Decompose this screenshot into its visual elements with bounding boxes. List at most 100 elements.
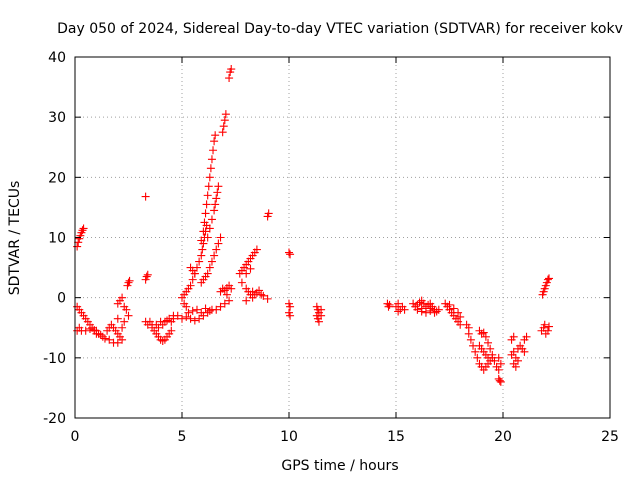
data-point (96, 330, 105, 339)
data-point (205, 306, 214, 315)
data-point (509, 332, 518, 341)
data-point (200, 218, 209, 227)
data-point (158, 336, 167, 345)
data-point (163, 316, 172, 325)
y-tick-label: -10 (43, 351, 66, 367)
data-point (212, 194, 221, 203)
data-point (543, 275, 552, 284)
data-point (120, 317, 129, 326)
data-point (85, 324, 94, 333)
data-point (413, 305, 422, 314)
data-point (218, 128, 227, 137)
data-point (471, 347, 480, 356)
data-point (73, 242, 82, 251)
data-point (486, 344, 495, 353)
data-point (141, 192, 150, 201)
data-point (227, 284, 236, 293)
data-point (543, 326, 552, 335)
chart-title: Day 050 of 2024, Sidereal Day-to-day VTE… (57, 21, 623, 37)
data-point (400, 305, 409, 314)
data-point (248, 293, 257, 302)
grid-lines (75, 57, 610, 418)
data-point (214, 182, 223, 191)
data-point (213, 188, 222, 197)
y-tick-label: 40 (48, 50, 66, 66)
x-tick-label: 20 (494, 429, 512, 445)
data-point (203, 269, 212, 278)
data-point (178, 314, 186, 323)
data-point (124, 311, 133, 320)
data-point (113, 338, 122, 347)
data-point (255, 286, 264, 295)
data-point (454, 308, 463, 317)
data-point (511, 362, 520, 371)
data-point (509, 347, 518, 356)
data-point (496, 359, 505, 368)
axis-ticks: 0 5 10 15 20 25 -20 -10 0 10 20 30 40 (43, 50, 619, 445)
data-point (494, 365, 503, 374)
data-point (192, 305, 201, 314)
data-point (494, 353, 503, 362)
data-point (220, 116, 229, 125)
data-point (317, 311, 326, 320)
data-point (212, 245, 221, 254)
data-point (143, 270, 152, 279)
data-point (192, 263, 201, 272)
data-point (197, 308, 206, 317)
data-point (286, 311, 295, 320)
data-point (242, 296, 251, 305)
data-point (205, 173, 214, 182)
data-point (207, 257, 216, 266)
data-point (173, 311, 182, 320)
data-point (545, 322, 554, 331)
data-point (190, 316, 199, 325)
data-point (540, 320, 549, 329)
data-point (473, 353, 482, 362)
data-point (430, 308, 439, 317)
data-point (263, 294, 272, 303)
data-point (481, 332, 490, 341)
data-point (264, 209, 273, 218)
data-point (520, 347, 529, 356)
data-point (79, 224, 88, 233)
data-point (242, 269, 251, 278)
data-point (125, 276, 134, 285)
data-point (209, 146, 218, 155)
x-tick-label: 25 (601, 429, 619, 445)
data-point (219, 122, 228, 131)
data-point (118, 293, 127, 302)
data-point (205, 224, 214, 233)
data-point (122, 305, 131, 314)
data-point (286, 250, 295, 259)
data-point (186, 281, 195, 290)
data-point (74, 238, 83, 247)
data-point (211, 200, 220, 209)
data-point (186, 314, 195, 323)
data-point (466, 335, 475, 344)
data-point (113, 314, 122, 323)
data-point (227, 65, 236, 74)
data-point (188, 275, 197, 284)
data-point (222, 290, 231, 299)
x-tick-label: 15 (387, 429, 405, 445)
data-point (203, 191, 212, 200)
data-point (225, 296, 234, 305)
data-point (421, 308, 430, 317)
data-point (203, 233, 212, 242)
data-point (124, 278, 133, 287)
data-point (198, 245, 207, 254)
x-tick-label: 0 (71, 429, 80, 445)
data-point (78, 226, 87, 235)
data-point (212, 305, 221, 314)
data-point (81, 326, 90, 335)
data-point (202, 200, 211, 209)
data-point (207, 155, 216, 164)
data-point (206, 164, 215, 173)
data-point (182, 302, 191, 311)
data-point (184, 308, 193, 317)
data-point (216, 233, 225, 242)
data-point (204, 182, 213, 191)
data-point (197, 236, 206, 245)
data-point (142, 272, 151, 281)
